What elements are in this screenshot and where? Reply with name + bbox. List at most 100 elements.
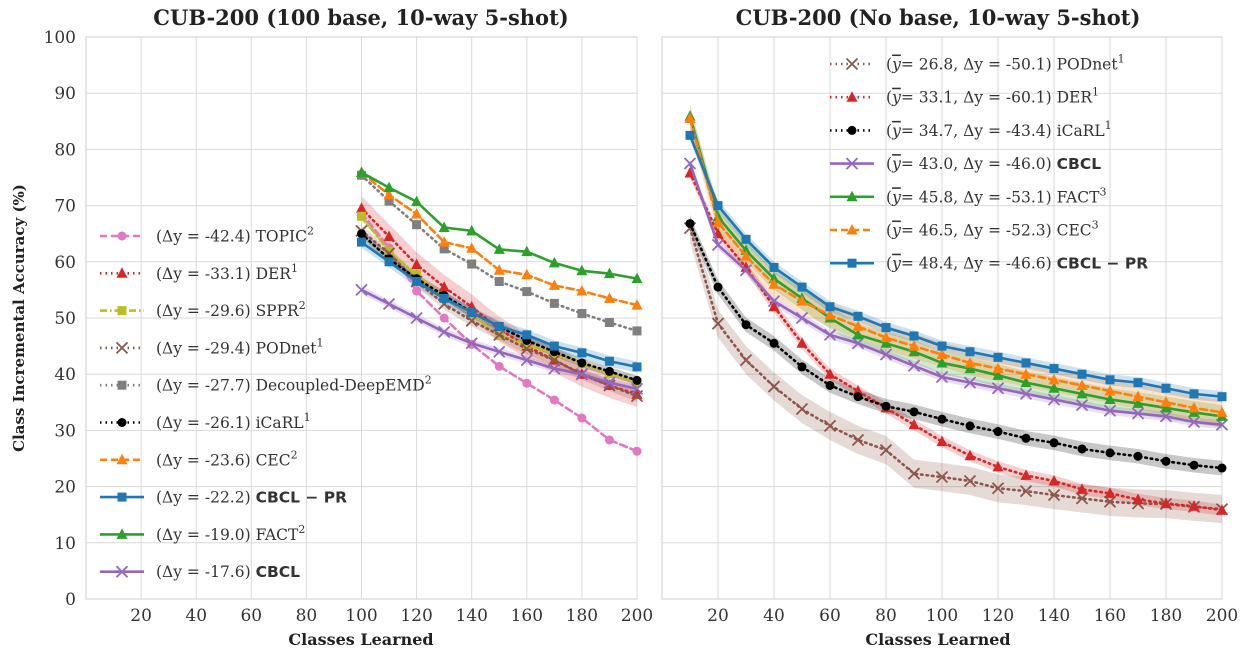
data-point bbox=[963, 474, 977, 488]
data-point bbox=[604, 317, 614, 327]
data-point bbox=[797, 282, 807, 292]
left-x-axis-label: Classes Learned bbox=[288, 630, 433, 649]
data-point bbox=[520, 342, 533, 356]
data-point bbox=[908, 345, 920, 357]
data-point bbox=[357, 229, 366, 239]
x-tick-label: 100 bbox=[926, 606, 958, 626]
legend-entry: (y= 46.5, Δy = -52.3) CEC3 bbox=[830, 219, 1099, 240]
right-series-group bbox=[683, 110, 1229, 516]
legend-marker bbox=[846, 91, 858, 102]
confidence-band bbox=[690, 105, 1222, 428]
data-point bbox=[549, 298, 559, 308]
data-point bbox=[1075, 492, 1089, 505]
series-cbcl-pr bbox=[685, 130, 1227, 402]
data-point bbox=[521, 268, 533, 280]
data-point bbox=[577, 309, 587, 319]
series-line bbox=[688, 162, 1224, 427]
data-point bbox=[357, 237, 366, 247]
data-point bbox=[824, 368, 836, 379]
y-tick-label: 40 bbox=[54, 365, 76, 385]
data-point bbox=[993, 352, 1003, 362]
data-point bbox=[1161, 456, 1171, 466]
data-point bbox=[439, 313, 449, 323]
data-point bbox=[438, 221, 450, 233]
data-point bbox=[1189, 389, 1199, 399]
data-point bbox=[439, 293, 449, 303]
legend-label: (Δy = -29.6) SPPR2 bbox=[156, 299, 306, 320]
legend-label: (y= 46.5, Δy = -52.3) CEC3 bbox=[886, 219, 1099, 240]
data-point bbox=[851, 337, 865, 350]
data-point bbox=[521, 245, 533, 257]
data-point bbox=[964, 449, 976, 461]
data-point bbox=[412, 220, 422, 230]
x-tick-label: 120 bbox=[982, 606, 1014, 626]
legend-entry: (y= 43.0, Δy = -46.0) CBCL bbox=[830, 155, 1101, 173]
data-point bbox=[741, 320, 751, 330]
data-point bbox=[992, 362, 1004, 374]
x-tick-label: 40 bbox=[763, 606, 785, 626]
legend-label: (y= 43.0, Δy = -46.0) CBCL bbox=[886, 155, 1101, 173]
data-point bbox=[383, 230, 395, 242]
data-point bbox=[769, 262, 779, 272]
data-point bbox=[548, 362, 561, 375]
data-point bbox=[1075, 398, 1089, 412]
data-point bbox=[825, 380, 835, 390]
data-point bbox=[852, 328, 864, 340]
data-point bbox=[936, 356, 948, 368]
y-tick-label: 100 bbox=[44, 28, 76, 48]
data-point bbox=[937, 414, 947, 424]
data-point bbox=[825, 302, 835, 312]
data-point bbox=[1048, 474, 1060, 486]
data-point bbox=[1216, 504, 1228, 515]
data-point bbox=[356, 166, 367, 177]
data-point bbox=[493, 264, 505, 275]
data-point bbox=[1187, 415, 1201, 429]
legend-marker bbox=[846, 224, 858, 235]
data-point bbox=[1132, 390, 1144, 402]
data-point bbox=[795, 311, 809, 325]
data-point bbox=[1161, 383, 1171, 393]
data-point bbox=[852, 320, 864, 331]
data-point bbox=[1215, 418, 1229, 431]
data-point bbox=[1131, 407, 1145, 420]
data-point bbox=[1021, 358, 1031, 368]
data-point bbox=[549, 395, 559, 405]
data-point bbox=[1188, 500, 1200, 511]
legend-label: (y= 48.4, Δy = -46.6) CBCL − PR bbox=[886, 255, 1148, 273]
data-point bbox=[494, 321, 504, 331]
data-point bbox=[991, 482, 1005, 495]
data-point bbox=[1188, 401, 1200, 413]
data-point bbox=[823, 419, 837, 433]
data-point bbox=[1019, 387, 1033, 401]
y-tick-label: 30 bbox=[54, 421, 76, 441]
data-point bbox=[1160, 497, 1172, 508]
legend-label: (Δy = -17.6) CBCL bbox=[156, 563, 300, 581]
x-tick-label: 20 bbox=[707, 606, 729, 626]
data-point bbox=[631, 299, 643, 310]
data-point bbox=[992, 460, 1004, 472]
data-point bbox=[795, 402, 809, 416]
series-line bbox=[360, 211, 639, 453]
y-tick-label: 70 bbox=[54, 197, 76, 217]
legend-entry: (y= 26.8, Δy = -50.1) PODnet1 bbox=[830, 53, 1125, 74]
data-point bbox=[1076, 379, 1088, 390]
data-point bbox=[411, 195, 423, 207]
data-point bbox=[384, 246, 394, 256]
legend-marker bbox=[116, 528, 128, 539]
x-tick-label: 100 bbox=[345, 606, 377, 626]
y-tick-label: 0 bbox=[65, 590, 76, 610]
data-point bbox=[1105, 448, 1115, 458]
data-point bbox=[880, 331, 892, 343]
data-point bbox=[712, 216, 724, 227]
data-point bbox=[1104, 487, 1116, 498]
left-chart-title: CUB-200 (100 base, 10-way 5-shot) bbox=[153, 5, 568, 30]
data-point bbox=[493, 345, 506, 358]
data-point bbox=[1133, 451, 1143, 461]
legend-label: (Δy = -26.1) iCaRL1 bbox=[156, 411, 311, 432]
data-point bbox=[1160, 396, 1172, 407]
data-point bbox=[712, 210, 724, 222]
data-point bbox=[1020, 469, 1032, 480]
legend-label: (Δy = -22.2) CBCL − PR bbox=[156, 489, 347, 507]
data-point bbox=[1019, 484, 1033, 498]
series-line bbox=[688, 117, 1224, 414]
